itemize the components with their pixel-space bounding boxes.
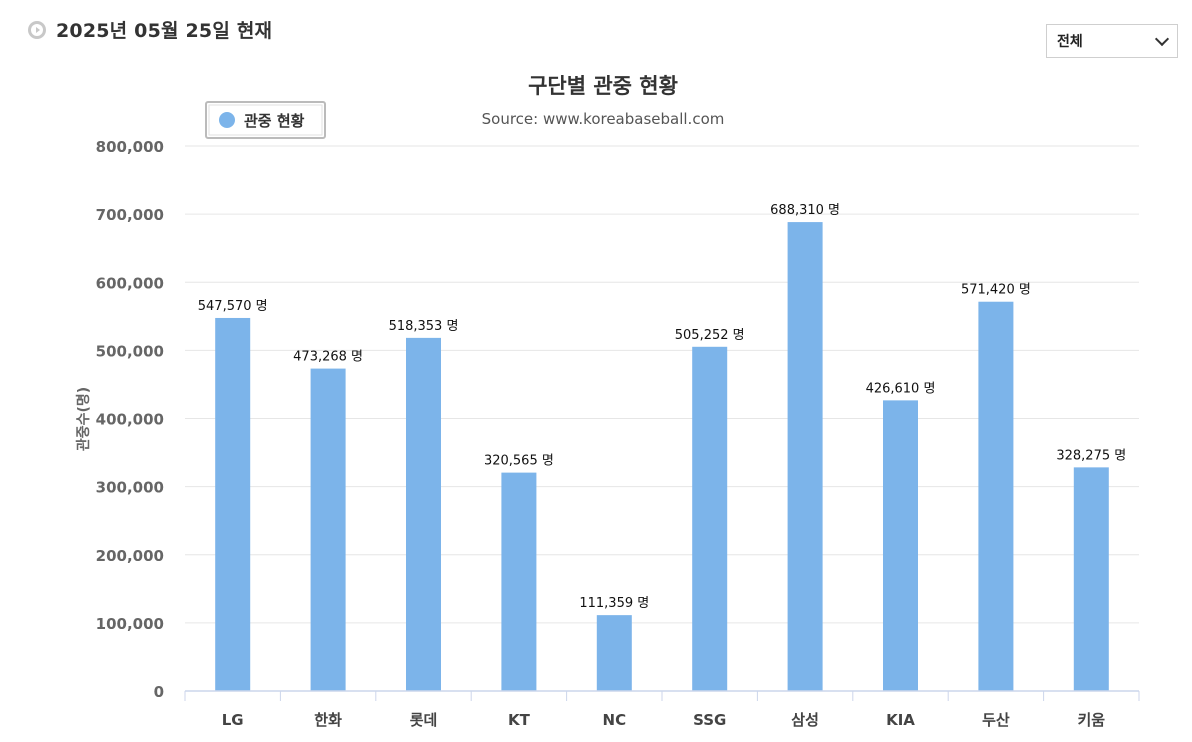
data-label: 473,268 명 xyxy=(293,350,363,365)
data-label: 320,565 명 xyxy=(484,454,554,469)
y-tick-label: 400,000 xyxy=(96,411,164,429)
data-label: 328,275 명 xyxy=(1056,448,1126,463)
data-label: 505,252 명 xyxy=(675,328,745,343)
x-tick-label: KIA xyxy=(886,711,915,729)
data-label: 518,353 명 xyxy=(389,319,459,334)
chart-title: 구단별 관중 현황 xyxy=(528,74,678,98)
team-filter-select[interactable]: 전체 xyxy=(1046,24,1178,58)
bar[interactable] xyxy=(883,400,918,691)
x-tick-label: 두산 xyxy=(982,711,1010,729)
legend[interactable]: 관중 현황 xyxy=(205,101,326,139)
bar[interactable] xyxy=(692,346,728,691)
data-label: 688,310 명 xyxy=(770,203,840,218)
x-tick-label: NC xyxy=(603,711,627,729)
bar[interactable] xyxy=(215,317,251,691)
y-tick-label: 200,000 xyxy=(96,547,164,565)
data-label: 111,359 명 xyxy=(579,596,649,611)
x-tick-label: SSG xyxy=(693,711,726,729)
data-label: 426,610 명 xyxy=(866,381,936,396)
bar[interactable] xyxy=(406,337,441,691)
y-tick-label: 100,000 xyxy=(96,615,164,633)
x-tick-label: LG xyxy=(222,711,244,729)
bar[interactable] xyxy=(310,368,346,691)
x-tick-label: 한화 xyxy=(314,711,342,729)
data-label: 547,570 명 xyxy=(198,299,268,314)
chart-subtitle: Source: www.koreabaseball.com xyxy=(482,110,725,128)
legend-box-inner xyxy=(208,104,323,136)
x-tick-label: 삼성 xyxy=(791,711,819,729)
data-label: 571,420 명 xyxy=(961,283,1031,298)
team-filter-value: 전체 xyxy=(1057,34,1083,50)
x-tick-label: 키움 xyxy=(1077,711,1105,729)
y-axis-title: 관중수(명) xyxy=(75,387,92,451)
legend-marker xyxy=(219,112,235,128)
y-tick-label: 800,000 xyxy=(96,138,164,156)
x-axis: LG 한화 롯데 KT NC SSG 삼성 KIA 두산 키움 xyxy=(184,690,1140,729)
legend-label[interactable]: 관중 현황 xyxy=(244,112,305,130)
date-header: 2025년 05월 25일 현재 xyxy=(28,16,272,43)
date-text: 2025년 05월 25일 현재 xyxy=(56,20,273,42)
y-tick-label: 300,000 xyxy=(96,479,164,497)
circle-arrow-icon xyxy=(28,20,46,39)
bar[interactable] xyxy=(596,615,632,691)
bar[interactable] xyxy=(978,301,1014,691)
y-tick-label: 700,000 xyxy=(96,206,164,224)
data-labels: 547,570 명 473,268 명 518,353 명 320,565 명 111,… xyxy=(198,203,1126,611)
bar[interactable] xyxy=(501,472,537,691)
y-tick-label: 500,000 xyxy=(96,342,164,360)
legend-box xyxy=(205,101,326,139)
bars xyxy=(215,222,1109,691)
x-tick-label: KT xyxy=(508,711,531,729)
x-tick-label: 롯데 xyxy=(410,711,438,729)
y-axis-ticks: 0 100,000 200,000 300,000 400,000 500,000 600,… xyxy=(96,138,164,701)
y-tick-label: 600,000 xyxy=(96,274,164,292)
bar[interactable] xyxy=(787,222,823,691)
y-tick-label: 0 xyxy=(154,683,164,701)
bar[interactable] xyxy=(1073,467,1109,691)
